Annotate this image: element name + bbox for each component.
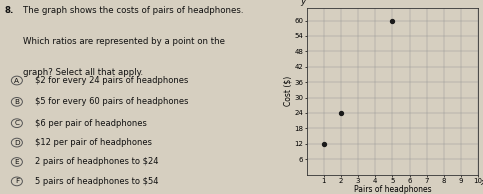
X-axis label: Pairs of headphones: Pairs of headphones xyxy=(354,185,431,194)
Text: 8.: 8. xyxy=(5,6,14,15)
Text: A: A xyxy=(14,78,19,83)
Point xyxy=(337,111,345,114)
Text: 5 pairs of headphones to $54: 5 pairs of headphones to $54 xyxy=(35,177,159,186)
Text: C: C xyxy=(14,120,19,126)
Text: B: B xyxy=(14,99,19,105)
Text: E: E xyxy=(14,159,19,165)
Text: Which ratios are represented by a point on the: Which ratios are represented by a point … xyxy=(23,37,225,46)
Text: $12 per pair of headphones: $12 per pair of headphones xyxy=(35,138,152,147)
Y-axis label: Cost ($): Cost ($) xyxy=(284,76,293,106)
Text: $6 per pair of headphones: $6 per pair of headphones xyxy=(35,119,147,128)
Point xyxy=(389,19,397,22)
Text: 2 pairs of headphones to $24: 2 pairs of headphones to $24 xyxy=(35,158,159,166)
Text: y: y xyxy=(300,0,305,6)
Point xyxy=(320,142,327,145)
Text: F: F xyxy=(15,178,19,184)
Text: graph? Select all that apply.: graph? Select all that apply. xyxy=(23,68,143,77)
Text: x: x xyxy=(480,178,483,187)
Text: D: D xyxy=(14,140,20,146)
Text: $2 for every 24 pairs of headphones: $2 for every 24 pairs of headphones xyxy=(35,76,189,85)
Text: $5 for every 60 pairs of headphones: $5 for every 60 pairs of headphones xyxy=(35,97,189,106)
Text: The graph shows the costs of pairs of headphones.: The graph shows the costs of pairs of he… xyxy=(23,6,243,15)
